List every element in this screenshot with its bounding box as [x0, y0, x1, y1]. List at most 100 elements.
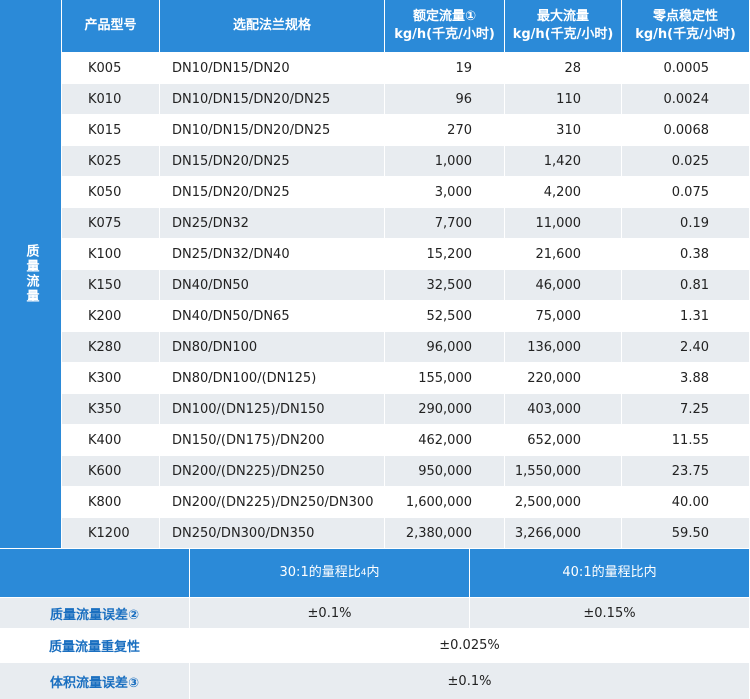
table-cell: DN25/DN32/DN40: [160, 239, 385, 270]
table-cell: DN150/(DN175)/DN200: [160, 425, 385, 456]
table-cell: DN200/(DN225)/DN250/DN300: [160, 487, 385, 518]
cell-text: K150: [88, 277, 122, 293]
cell-text: 23.75: [671, 463, 709, 479]
cell-text: K025: [88, 153, 122, 169]
cell-text: K300: [88, 370, 122, 386]
table-cell: 155,000: [385, 363, 505, 394]
table-cell: K010: [62, 84, 160, 115]
table-cell: 32,500: [385, 270, 505, 301]
table-cell: DN10/DN15/DN20/DN25: [160, 115, 385, 146]
cell-text: 75,000: [535, 308, 582, 324]
table-cell: 1,550,000: [505, 456, 622, 487]
table-cell: 3,000: [385, 177, 505, 208]
cell-text: 32,500: [426, 277, 473, 293]
cell-text: 1,000: [434, 153, 472, 169]
cell-text: K200: [88, 308, 122, 324]
cell-text: 28: [564, 60, 581, 76]
table-cell: 7,700: [385, 208, 505, 239]
table-cell: 0.0005: [622, 53, 750, 84]
row-label-text: 质量流量误差②: [49, 607, 139, 623]
value-text: ±0.025%: [439, 638, 500, 653]
cell-text: 2,380,000: [405, 525, 472, 541]
header-cell: 额定流量① kg/h(千克/小时): [385, 0, 505, 53]
cell-text: DN10/DN15/DN20/DN25: [172, 91, 331, 107]
header-title: 额定流量①: [412, 9, 476, 24]
table-cell: 11.55: [622, 425, 750, 456]
cell-text: DN200/(DN225)/DN250/DN300: [172, 494, 374, 510]
cell-text: 0.38: [680, 246, 709, 262]
table-cell: DN200/(DN225)/DN250: [160, 456, 385, 487]
table-cell: K300: [62, 363, 160, 394]
cell-text: 1,420: [543, 153, 581, 169]
table-cell: 0.0068: [622, 115, 750, 146]
table-cell: DN10/DN15/DN20/DN25: [160, 84, 385, 115]
cell-text: 7.25: [680, 401, 709, 417]
header-text: 内: [366, 565, 380, 580]
cell-text: 0.0005: [663, 60, 710, 76]
cell-text: DN200/(DN225)/DN250: [172, 463, 325, 479]
cell-text: 3.88: [680, 370, 709, 386]
cell-text: K100: [88, 246, 122, 262]
cell-text: K350: [88, 401, 122, 417]
table-cell: 21,600: [505, 239, 622, 270]
cell-text: DN25/DN32/DN40: [172, 246, 290, 262]
cell-text: 11,000: [535, 215, 582, 231]
table-cell: DN80/DN100/(DN125): [160, 363, 385, 394]
cell-text: 3,266,000: [514, 525, 581, 541]
cell-text: DN40/DN50/DN65: [172, 308, 290, 324]
table-cell: 0.81: [622, 270, 750, 301]
table-cell: 75,000: [505, 301, 622, 332]
table-cell: 270: [385, 115, 505, 146]
cell-text: 136,000: [527, 339, 581, 355]
cell-text: 59.50: [671, 525, 709, 541]
accuracy-value: ±0.1%: [190, 598, 470, 629]
header-cell: 产品型号: [62, 0, 160, 53]
cell-text: DN80/DN100: [172, 339, 258, 355]
value-text: ±0.1%: [307, 605, 352, 621]
table-cell: K005: [62, 53, 160, 84]
table-cell: 15,200: [385, 239, 505, 270]
table-cell: 4,200: [505, 177, 622, 208]
header-cell: 最大流量 kg/h(千克/小时): [505, 0, 622, 53]
cell-text: 950,000: [418, 463, 472, 479]
table-cell: 1,000: [385, 146, 505, 177]
table-cell: 1,600,000: [385, 487, 505, 518]
cell-text: K005: [88, 60, 122, 76]
table-cell: 1.31: [622, 301, 750, 332]
cell-text: K1200: [88, 525, 130, 541]
cell-text: 270: [447, 122, 472, 138]
table-cell: 462,000: [385, 425, 505, 456]
table-cell: K100: [62, 239, 160, 270]
header-unit: kg/h(千克/小时): [394, 27, 495, 42]
table-cell: DN40/DN50: [160, 270, 385, 301]
cell-text: K010: [88, 91, 122, 107]
table-cell: 950,000: [385, 456, 505, 487]
cell-text: 310: [556, 122, 581, 138]
table-cell: K600: [62, 456, 160, 487]
header-title: 产品型号: [84, 18, 137, 33]
cell-text: DN15/DN20/DN25: [172, 184, 290, 200]
cell-text: DN15/DN20/DN25: [172, 153, 290, 169]
header-title: 选配法兰规格: [232, 18, 311, 33]
cell-text: 462,000: [418, 432, 472, 448]
table-cell: 59.50: [622, 518, 750, 549]
cell-text: 11.55: [671, 432, 709, 448]
row-label: 质量流量误差②: [0, 598, 190, 629]
header-text: 40:1的量程比内: [562, 565, 657, 580]
table-cell: 3.88: [622, 363, 750, 394]
header-cell: 选配法兰规格: [160, 0, 385, 53]
cell-text: 2,500,000: [514, 494, 581, 510]
cell-text: 96,000: [426, 339, 473, 355]
cell-text: 1,550,000: [514, 463, 581, 479]
cell-text: DN80/DN100/(DN125): [172, 370, 317, 386]
table-cell: 136,000: [505, 332, 622, 363]
table-cell: K400: [62, 425, 160, 456]
row-label: 体积流量误差③: [0, 663, 190, 699]
table-cell: 310: [505, 115, 622, 146]
table-cell: 52,500: [385, 301, 505, 332]
cell-text: DN25/DN32: [172, 215, 249, 231]
table-cell: 19: [385, 53, 505, 84]
table-cell: 11,000: [505, 208, 622, 239]
table-cell: K075: [62, 208, 160, 239]
